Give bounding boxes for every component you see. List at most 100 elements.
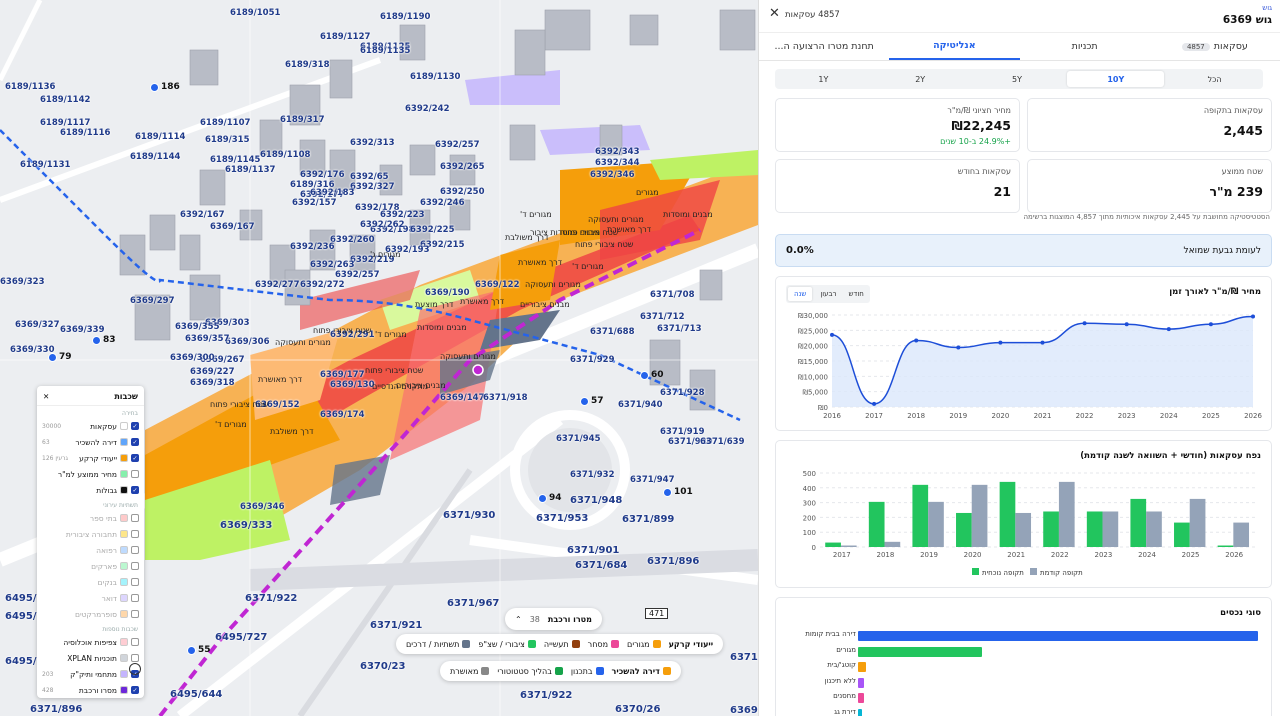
price-point[interactable] [956,345,961,350]
layer-checkbox[interactable]: ✓ [131,454,139,462]
period-1Y[interactable]: 1Y [818,74,829,84]
transaction-count-marker[interactable]: 186 [150,82,180,92]
price-point[interactable] [872,401,877,406]
parcel-label: 6189/1107 [200,118,251,128]
layer-checkbox[interactable] [131,562,139,570]
period-10Y[interactable]: 10Y [1067,71,1165,87]
y-tick-label: ₪0 [818,404,828,412]
transaction-count-marker[interactable]: 101 [663,487,693,497]
layer-item[interactable]: בנקים [37,574,144,590]
transaction-count-marker[interactable]: 83 [92,335,116,345]
layer-checkbox[interactable]: ✓ [131,422,139,430]
volume-bar[interactable] [1174,522,1190,547]
transaction-count-marker[interactable]: 55 [187,645,211,655]
layer-item[interactable]: סופרמרקטים [37,606,144,622]
volume-bar[interactable] [1086,511,1103,547]
price-point[interactable] [830,332,834,337]
price-point[interactable] [1082,321,1087,326]
price-point[interactable] [1124,322,1129,327]
tab-0[interactable]: עסקאות 4857 [1150,33,1280,60]
price-point[interactable] [1040,340,1045,345]
layer-swatch-icon [120,562,128,570]
price-point[interactable] [1166,327,1171,332]
layer-item[interactable]: ✓ מסרו ורכבת 428 [37,682,144,698]
layer-checkbox[interactable]: ✓ [131,438,139,446]
type-bar[interactable] [858,677,864,688]
layer-checkbox[interactable] [131,594,139,602]
price-point[interactable] [998,340,1003,345]
layer-checkbox[interactable] [131,578,139,586]
volume-bar[interactable] [1102,511,1119,547]
type-bar[interactable] [858,646,982,657]
map-view[interactable]: 6189/1051 6189/1125 6189/1142 6189/1127 6189… [0,0,758,716]
type-bar[interactable] [858,631,1258,641]
segment-0[interactable]: חודש [848,290,864,298]
layer-checkbox[interactable] [131,610,139,618]
layer-name: עסקאות [90,421,117,431]
volume-bar[interactable] [1130,498,1147,547]
layer-item[interactable]: דואר [37,590,144,606]
transaction-count-marker[interactable]: 94 [538,493,562,503]
layer-checkbox[interactable]: ✓ [131,686,139,694]
type-bar[interactable] [858,662,866,672]
transaction-count-marker[interactable]: 60 [640,370,664,380]
layer-checkbox[interactable] [131,470,139,478]
layer-checkbox[interactable] [131,514,139,522]
locate-icon[interactable] [129,663,141,675]
layer-item[interactable]: בתי ספר [37,510,144,526]
period-2Y[interactable]: 2Y [915,74,926,84]
segment-1[interactable]: רבעון [820,290,837,298]
layer-item[interactable]: מחיר ממוצע למ"ר [37,466,144,482]
volume-bar[interactable] [1058,481,1075,547]
volume-bar[interactable] [868,501,885,547]
layer-item[interactable]: רפואה [37,542,144,558]
layer-item[interactable]: ✓ מתחמי ותיק"ק 203 [37,666,144,682]
volume-bar[interactable] [1146,511,1162,547]
volume-bar[interactable] [912,484,929,547]
volume-bar[interactable] [1189,498,1206,547]
volume-bar[interactable] [928,501,944,547]
volume-bar[interactable] [999,481,1016,547]
volume-bar[interactable] [840,545,857,547]
marker-dot-icon [538,493,547,503]
volume-bar[interactable] [1217,545,1234,547]
type-bar[interactable] [858,693,864,703]
price-point[interactable] [1251,314,1255,319]
segment-2[interactable]: שנה [788,287,813,301]
parcel-label: 6392/313 [350,138,395,148]
volume-bar[interactable] [884,541,901,547]
close-icon[interactable]: ✕ [769,6,780,21]
layer-checkbox[interactable] [131,654,139,662]
volume-bar[interactable] [825,542,841,547]
layer-item[interactable]: צפיפות אוכלוסיה [37,634,144,650]
layer-item[interactable]: ✓ דירה להשכיר 63 [37,434,144,450]
layer-checkbox[interactable] [131,546,139,554]
layer-item[interactable]: ✓ עסקאות 30000 [37,418,144,434]
volume-bar[interactable] [1015,512,1032,547]
marker-dot-icon [187,645,196,655]
volume-bar[interactable] [1043,511,1059,547]
layer-item[interactable]: תחבורה ציבורית [37,526,144,542]
layer-checkbox[interactable] [131,530,139,538]
transaction-count-marker[interactable]: 79 [48,352,72,362]
layer-checkbox[interactable]: ✓ [131,486,139,494]
tab-1[interactable]: תכניות [1020,33,1150,60]
layer-checkbox[interactable] [131,638,139,646]
layer-item[interactable]: תוכניות XPLAN [37,650,144,666]
volume-bar[interactable] [1233,522,1250,547]
price-point[interactable] [914,338,919,343]
close-icon[interactable]: ✕ [43,392,50,401]
type-bar[interactable] [858,708,862,716]
price-point[interactable] [1208,322,1213,327]
metro-pill[interactable]: מטרו ורכבת 38 ⌃ [505,608,602,630]
period-הכל[interactable]: הכל [1207,74,1222,84]
layer-item[interactable]: ✓ גבולות [37,482,144,498]
tab-3[interactable]: תחנת מטרו הרצועה ה... [759,33,889,60]
transaction-count-marker[interactable]: 57 [580,396,604,406]
volume-bar[interactable] [971,484,988,547]
tab-2[interactable]: אנליטיקה [889,33,1020,60]
layer-item[interactable]: פארקים [37,558,144,574]
layer-item[interactable]: ✓ ייעודי קרקע 126 גרעין [37,450,144,466]
volume-bar[interactable] [956,512,972,547]
period-5Y[interactable]: 5Y [1012,74,1022,84]
